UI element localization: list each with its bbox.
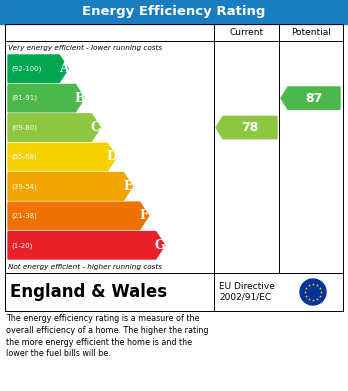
Text: EU Directive
2002/91/EC: EU Directive 2002/91/EC <box>219 282 275 302</box>
Text: D: D <box>106 151 118 163</box>
Polygon shape <box>281 87 340 109</box>
Text: F: F <box>140 209 149 222</box>
Polygon shape <box>8 231 165 259</box>
Text: (55-68): (55-68) <box>11 154 37 160</box>
Polygon shape <box>216 117 277 139</box>
Circle shape <box>300 279 326 305</box>
Polygon shape <box>8 84 84 112</box>
Text: The energy efficiency rating is a measure of the
overall efficiency of a home. T: The energy efficiency rating is a measur… <box>6 314 208 359</box>
Text: (69-80): (69-80) <box>11 124 37 131</box>
Text: 87: 87 <box>305 91 323 105</box>
Text: Not energy efficient - higher running costs: Not energy efficient - higher running co… <box>8 264 162 269</box>
Text: (39-54): (39-54) <box>11 183 37 190</box>
Text: (92-100): (92-100) <box>11 65 41 72</box>
Text: Current: Current <box>229 28 263 37</box>
Text: B: B <box>74 91 85 105</box>
Text: England & Wales: England & Wales <box>10 283 167 301</box>
Polygon shape <box>8 202 149 230</box>
Polygon shape <box>8 143 117 171</box>
Text: Energy Efficiency Rating: Energy Efficiency Rating <box>82 5 266 18</box>
Text: G: G <box>155 239 166 252</box>
Bar <box>5 24 343 273</box>
Text: Potential: Potential <box>291 28 331 37</box>
Text: (1-20): (1-20) <box>11 242 32 249</box>
Text: A: A <box>59 62 69 75</box>
Text: Very energy efficient - lower running costs: Very energy efficient - lower running co… <box>8 45 162 50</box>
Polygon shape <box>8 114 101 141</box>
Text: 78: 78 <box>241 121 258 134</box>
Text: E: E <box>124 180 133 193</box>
Polygon shape <box>8 55 68 83</box>
Polygon shape <box>8 173 133 200</box>
Text: C: C <box>91 121 101 134</box>
Bar <box>0 0 348 24</box>
Text: (81-91): (81-91) <box>11 95 37 101</box>
Bar <box>5 273 343 311</box>
Text: (21-38): (21-38) <box>11 213 37 219</box>
